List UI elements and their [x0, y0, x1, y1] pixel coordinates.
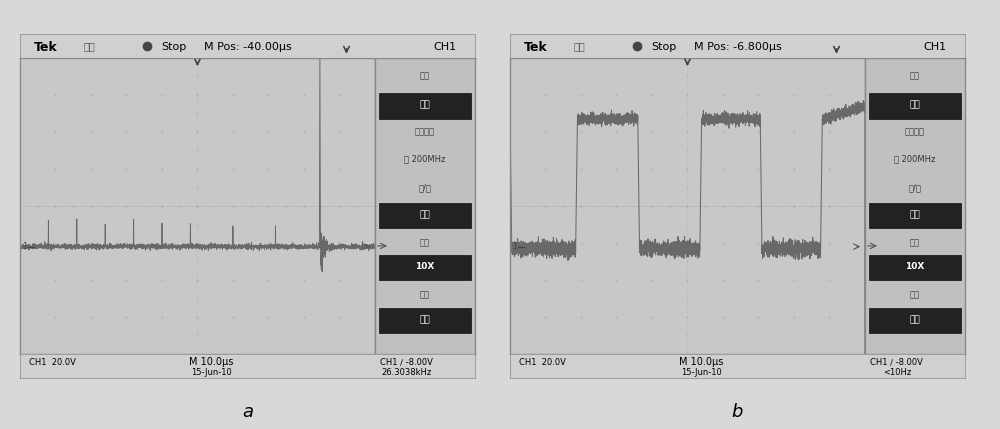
- Text: b: b: [732, 403, 743, 421]
- Bar: [379, 203, 471, 228]
- Text: CH1: CH1: [924, 42, 947, 52]
- Text: Tek: Tek: [524, 41, 547, 54]
- Bar: [379, 255, 471, 280]
- Bar: [869, 308, 961, 333]
- Text: M 10.0μs: M 10.0μs: [189, 357, 233, 367]
- Text: CH1 ∕ -8.00V: CH1 ∕ -8.00V: [380, 358, 433, 367]
- Bar: [379, 94, 471, 118]
- Bar: [869, 255, 961, 280]
- Text: 关闭: 关闭: [910, 315, 920, 324]
- Text: 反相: 反相: [910, 290, 920, 299]
- Text: 10X: 10X: [415, 262, 435, 271]
- Text: <10Hz: <10Hz: [883, 369, 911, 377]
- Text: CH1 ∕ -8.00V: CH1 ∕ -8.00V: [870, 358, 923, 367]
- Text: 伏/格: 伏/格: [909, 184, 921, 193]
- Text: 关 200MHz: 关 200MHz: [404, 154, 446, 163]
- Text: 反相: 反相: [420, 290, 430, 299]
- Text: 带宽限制: 带宽限制: [905, 127, 925, 136]
- Text: 直流: 直流: [420, 101, 430, 110]
- Text: 10X: 10X: [905, 262, 925, 271]
- Text: 带宽限制: 带宽限制: [415, 127, 435, 136]
- Bar: [379, 308, 471, 333]
- Bar: [869, 203, 961, 228]
- Text: 粗调: 粗调: [420, 210, 430, 219]
- Text: 探头: 探头: [910, 239, 920, 248]
- Text: 耦合: 耦合: [910, 71, 920, 80]
- Text: Tek: Tek: [34, 41, 57, 54]
- Text: 15-Jun-10: 15-Jun-10: [191, 369, 231, 377]
- Text: 1: 1: [512, 242, 517, 251]
- Text: M Pos: -40.00μs: M Pos: -40.00μs: [204, 42, 291, 52]
- Text: M Pos: -6.800μs: M Pos: -6.800μs: [694, 42, 781, 52]
- Text: Stop: Stop: [161, 42, 186, 52]
- Text: 耦合: 耦合: [420, 71, 430, 80]
- Text: CH1  20.0V: CH1 20.0V: [29, 358, 76, 367]
- Text: 粗调: 粗调: [910, 210, 920, 219]
- Text: ⎏ጸ: ⎏ጸ: [574, 41, 585, 51]
- Text: a: a: [242, 403, 253, 421]
- Text: 关 200MHz: 关 200MHz: [894, 154, 936, 163]
- Text: M 10.0μs: M 10.0μs: [679, 357, 723, 367]
- Text: 关闭: 关闭: [420, 315, 430, 324]
- Text: 26.3038kHz: 26.3038kHz: [382, 369, 432, 377]
- Text: 1: 1: [22, 242, 27, 251]
- Text: 直流: 直流: [910, 101, 920, 110]
- Text: CH1: CH1: [434, 42, 457, 52]
- Text: 伏/格: 伏/格: [419, 184, 431, 193]
- Text: ⎏ጸ: ⎏ጸ: [84, 41, 95, 51]
- Text: 15-Jun-10: 15-Jun-10: [681, 369, 721, 377]
- Text: CH1  20.0V: CH1 20.0V: [519, 358, 566, 367]
- Text: 探头: 探头: [420, 239, 430, 248]
- Bar: [869, 94, 961, 118]
- Text: Stop: Stop: [651, 42, 676, 52]
